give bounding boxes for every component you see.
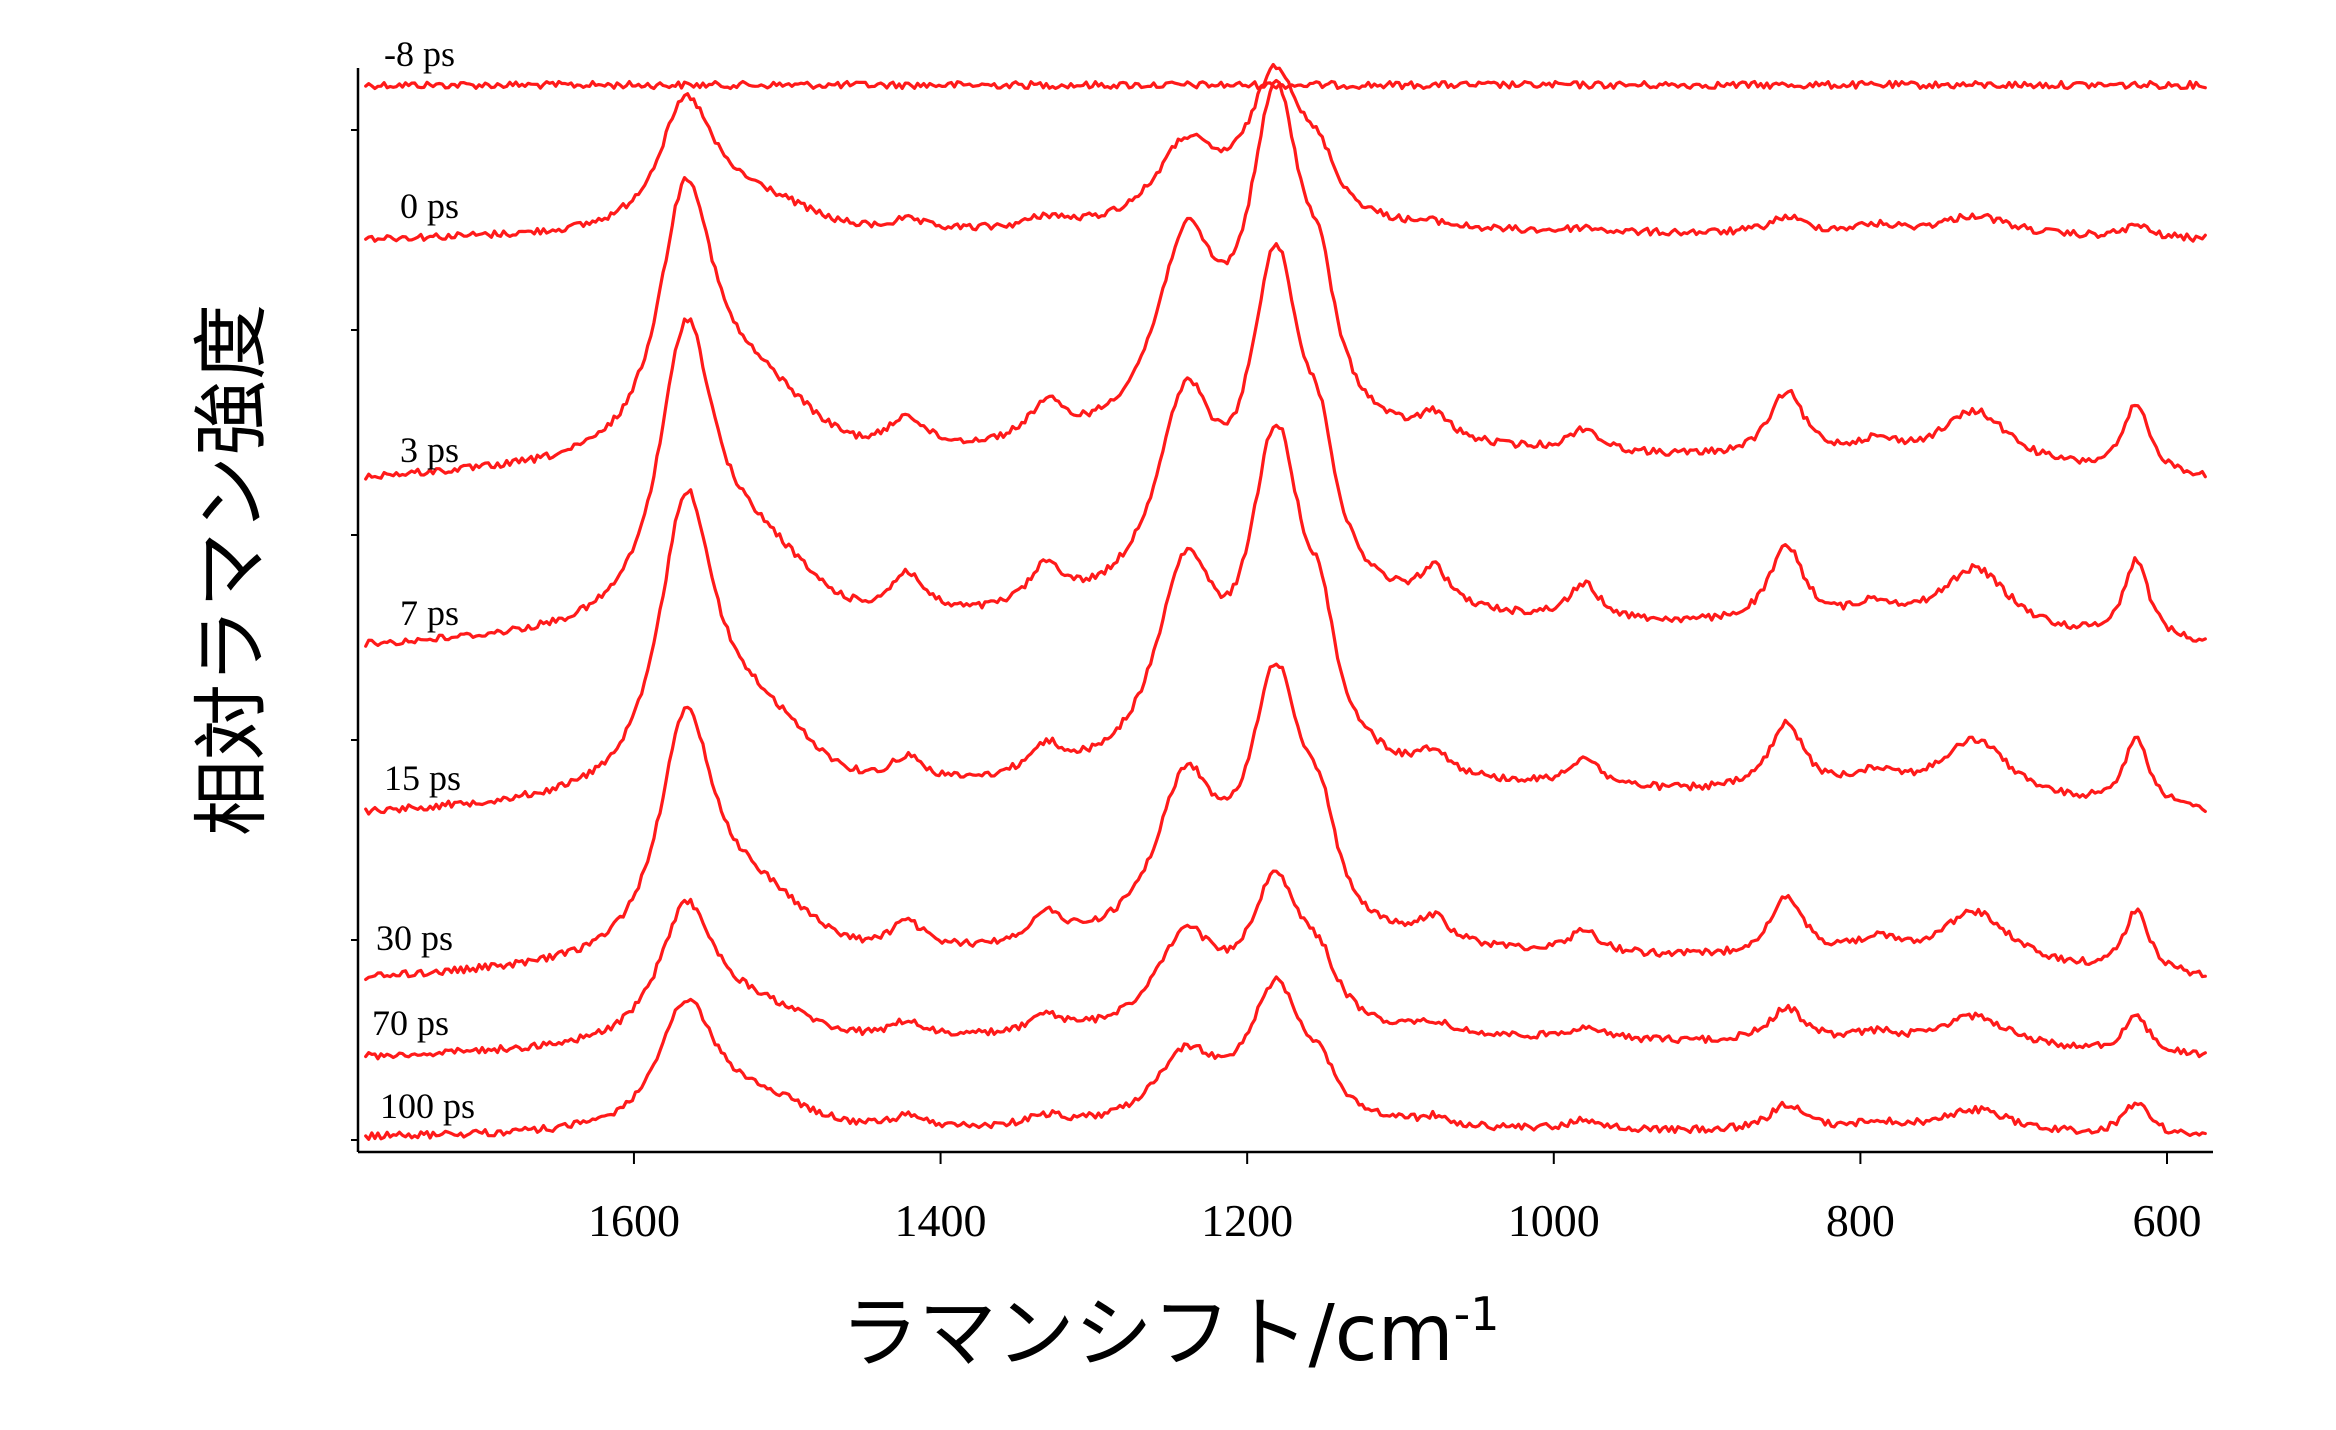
- y-axis-title: 相対ラマン強度: [187, 304, 276, 836]
- x-tick-label: 800: [1826, 1195, 1895, 1246]
- spectrum-line: [364, 78, 2207, 481]
- spectrum-line: [364, 423, 2207, 816]
- x-tick-label: 600: [2133, 1195, 2202, 1246]
- x-tick-label: 1600: [588, 1195, 680, 1246]
- trace-label: 100 ps: [380, 1086, 475, 1126]
- x-axis: 1600 1400 1200 1000 800 600: [351, 68, 2213, 1246]
- trace-label: 70 ps: [372, 1003, 449, 1043]
- spectrum-line: [364, 662, 2207, 982]
- trace-label: 0 ps: [400, 186, 459, 226]
- x-tick-label: 1000: [1508, 1195, 1600, 1246]
- plot-area: [364, 62, 2207, 1141]
- x-tick-label: 1200: [1201, 1195, 1293, 1246]
- trace-labels: -8 ps 0 ps 3 ps 7 ps 15 ps 30 ps 70 ps 100 ps: [372, 34, 475, 1126]
- x-axis-title: ラマンシフト/cm-1: [840, 1287, 1499, 1379]
- x-tick-label: 1400: [895, 1195, 987, 1246]
- trace-label: 7 ps: [400, 593, 459, 633]
- spectrum-line: [364, 869, 2207, 1061]
- trace-label: 15 ps: [384, 758, 461, 798]
- spectrum-line: [364, 242, 2207, 648]
- spectrum-line: [364, 975, 2207, 1141]
- spectrum-line: [364, 79, 2207, 91]
- trace-label: 3 ps: [400, 430, 459, 470]
- spectrum-line: [364, 62, 2207, 243]
- trace-label: 30 ps: [376, 918, 453, 958]
- trace-label: -8 ps: [384, 34, 455, 74]
